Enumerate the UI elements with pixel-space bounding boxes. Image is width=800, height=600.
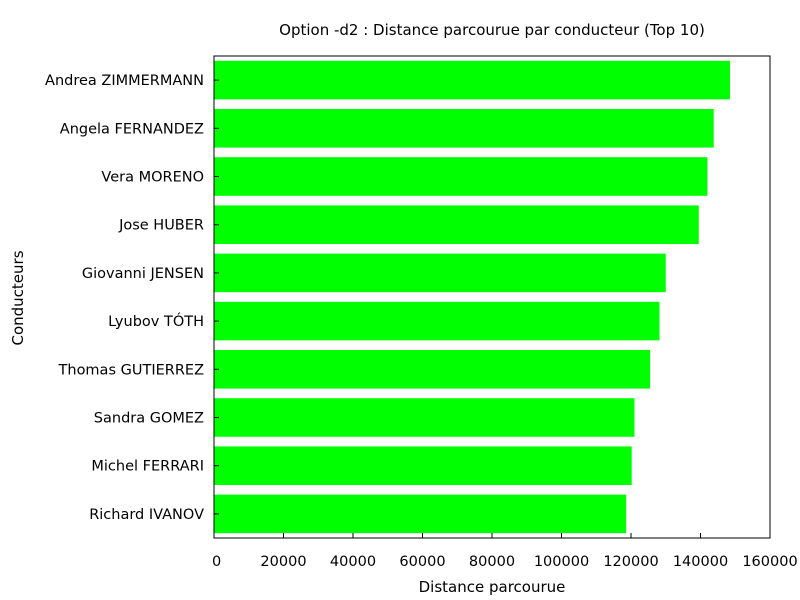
bar-4 [214,253,666,293]
x-tick-label-4: 80000 [469,554,515,570]
x-tick-label-0: 0 [212,554,221,570]
x-tick-label-1: 20000 [260,554,306,570]
y-axis-title: Conducteurs [9,250,27,345]
bar-9 [214,494,627,534]
y-tick-label-5: Lyubov TÓTH [108,312,204,330]
x-tick-label-3: 60000 [399,554,445,570]
bar-8 [214,446,632,485]
bar-5 [214,301,660,341]
x-axis-ticks: 0 20000 40000 60000 80000 100000 120000 140000 1… [212,533,798,570]
bar-7 [214,398,635,437]
x-tick-label-8: 160000 [742,554,797,570]
bar-2 [214,157,708,196]
y-axis-ticks: Andrea ZIMMERMANN Angela FERNANDEZ Vera MO… [45,73,219,523]
x-tick-label-7: 140000 [673,554,728,570]
y-tick-label-8: Michel FERRARI [91,459,204,475]
x-axis-title: Distance parcourue [419,578,566,596]
y-tick-label-1: Angela FERNANDEZ [60,121,204,137]
bars-layer [214,60,731,534]
y-tick-label-4: Giovanni JENSEN [82,266,204,282]
chart-title: Option -d2 : Distance parcourue par cond… [279,21,705,39]
plot-frame [213,55,771,539]
bar-3 [214,205,699,244]
x-tick-label-6: 120000 [603,554,658,570]
bar-1 [214,109,714,148]
y-tick-label-7: Sandra GOMEZ [94,411,204,427]
y-tick-label-6: Thomas GUTIERREZ [58,362,205,378]
y-tick-label-9: Richard IVANOV [89,507,204,523]
y-tick-label-3: Jose HUBER [118,218,204,234]
y-tick-label-2: Vera MORENO [101,170,204,186]
bar-6 [214,350,651,389]
x-tick-label-2: 40000 [330,554,376,570]
bar-0 [214,60,731,100]
y-tick-label-0: Andrea ZIMMERMANN [45,73,204,89]
x-tick-label-5: 100000 [534,554,589,570]
